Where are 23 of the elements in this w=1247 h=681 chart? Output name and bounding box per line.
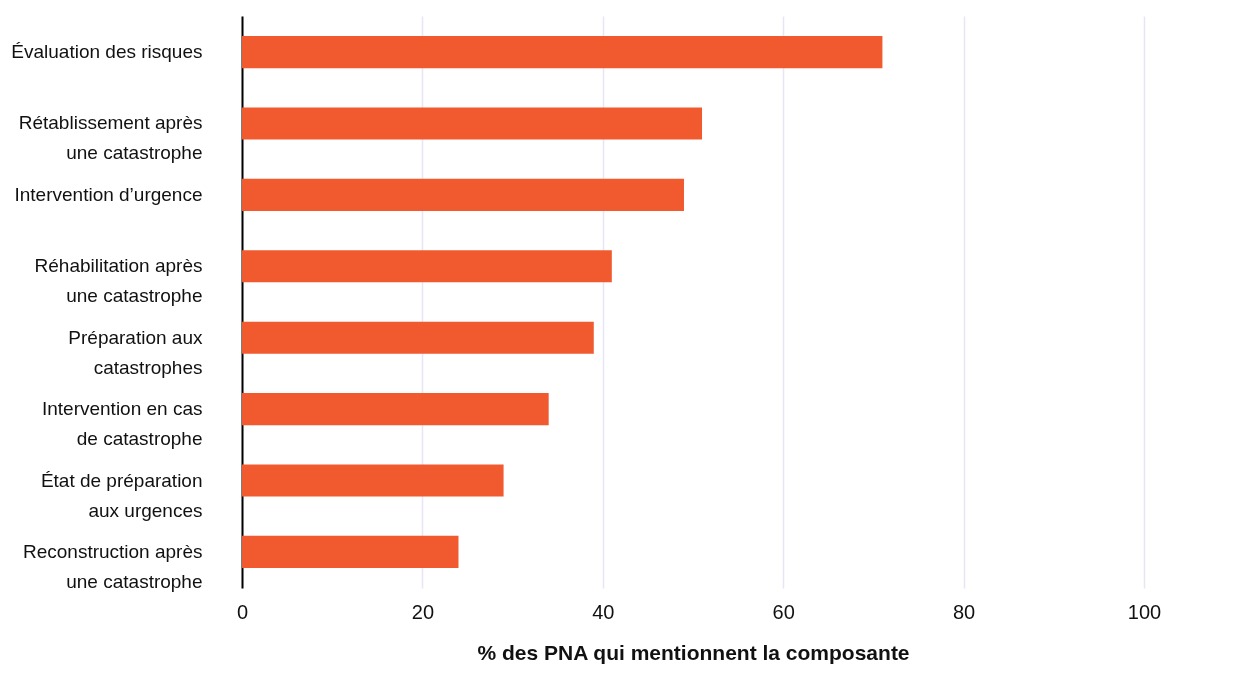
bar — [242, 250, 612, 283]
bar — [242, 178, 684, 211]
y-tick-label: Reconstruction après une catastrophe — [22, 540, 203, 592]
x-tick-label: 60 — [772, 600, 795, 623]
y-tick-label: Intervention d’urgence — [14, 183, 203, 205]
y-tick-label: État de préparation aux urgences — [40, 469, 203, 521]
y-tick-label: Réhabilitation après une catastrophe — [34, 255, 203, 307]
bar — [242, 107, 703, 140]
x-tick-label: 20 — [411, 600, 435, 623]
bar — [242, 535, 459, 568]
y-tick-label: Rétablissement après une catastrophe — [18, 112, 203, 164]
bar — [242, 393, 549, 426]
x-tick-label: 0 — [236, 600, 249, 623]
x-tick-label: 40 — [592, 600, 615, 623]
bar — [242, 321, 594, 354]
y-tick-label: Évaluation des risques — [11, 41, 203, 63]
x-axis-title: % des PNA qui mentionnent la composante — [477, 640, 910, 664]
y-tick-label: Préparation aux catastrophes — [68, 326, 203, 378]
bar — [242, 464, 504, 497]
x-tick-label: 80 — [952, 600, 976, 623]
y-tick-label: Intervention en cas de catastrophe — [41, 398, 203, 450]
x-tick-label: 100 — [1127, 600, 1162, 623]
bar — [242, 36, 883, 69]
